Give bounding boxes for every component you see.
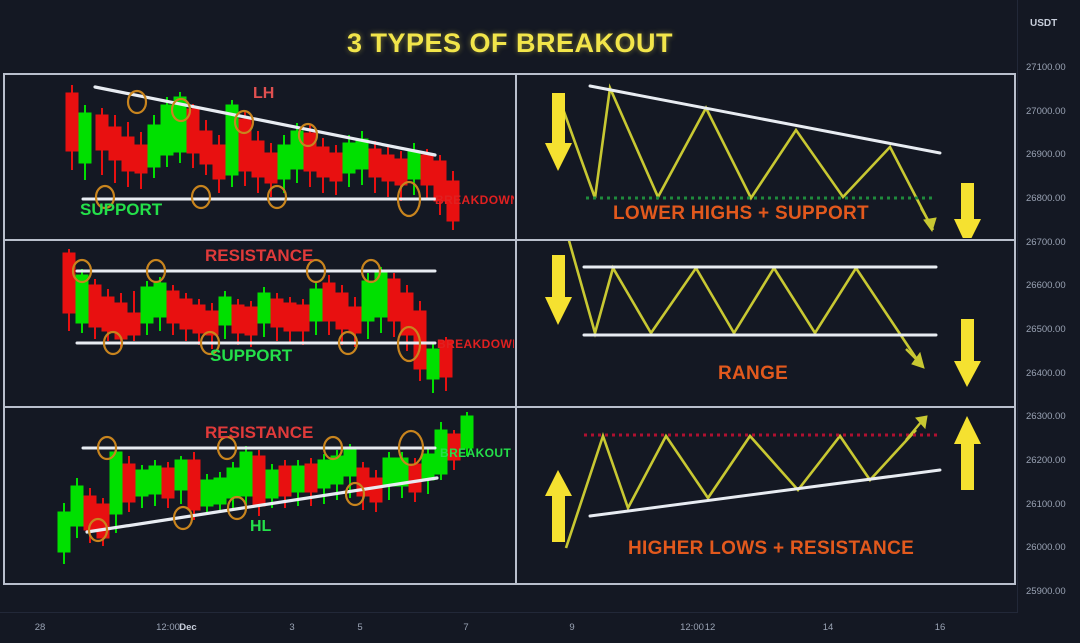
page-title: 3 TYPES OF BREAKOUT — [346, 28, 674, 58]
time-tick: 5 — [357, 622, 363, 633]
time-tick: 14 — [822, 622, 834, 633]
breakout-label: BREAKOUT — [440, 446, 512, 460]
time-tick: 12:00 — [680, 622, 704, 633]
time-axis[interactable]: 28 12:00 Dec 3 5 7 9 12:00 12 14 16 — [0, 612, 1018, 643]
price-tick: 27000.00 — [1026, 105, 1066, 117]
breakdown-arrow — [919, 207, 937, 233]
candlestick-series — [65, 85, 460, 230]
time-tick: 12:00 — [156, 622, 180, 633]
panel-caption: RANGE — [718, 363, 789, 384]
down-arrow-left — [545, 255, 572, 325]
panel-lower-highs-support-schematic: LOWER HIGHS + SUPPORT — [518, 75, 1015, 238]
price-tick: 26200.00 — [1026, 455, 1066, 466]
support-label: SUPPORT — [210, 346, 293, 365]
panel-caption: LOWER HIGHS + SUPPORT — [613, 203, 869, 224]
time-tick: 16 — [934, 622, 946, 633]
panel-caption: HIGHER LOWS + RESISTANCE — [628, 538, 915, 559]
touch-markers — [87, 429, 425, 543]
grid-vertical-divider — [515, 73, 517, 585]
price-tick: 26800.00 — [1026, 193, 1066, 204]
time-tick: 28 — [34, 622, 46, 633]
price-tick: 26700.00 — [1026, 236, 1066, 248]
panel-descending-triangle-candles: SUPPORT LH BREAKDOWN — [5, 75, 514, 238]
time-tick: 12 — [704, 622, 716, 633]
lower-high-label: LH — [253, 85, 275, 102]
resistance-label: RESISTANCE — [205, 423, 314, 442]
up-arrow-right — [954, 416, 981, 490]
price-tick: 26400.00 — [1026, 367, 1066, 379]
panel-range-candles: RESISTANCE SUPPORT BREAKDOWN — [5, 241, 514, 405]
price-tick: 26900.00 — [1026, 149, 1066, 161]
support-label: SUPPORT — [80, 200, 163, 219]
grid-horizontal-divider-1 — [3, 239, 1016, 241]
up-arrow-left — [545, 470, 572, 542]
price-zigzag — [556, 83, 935, 231]
price-axis-unit: USDT — [1030, 18, 1058, 29]
price-tick: 27100.00 — [1026, 62, 1066, 73]
panel-higher-lows-resistance-schematic: HIGHER LOWS + RESISTANCE — [518, 408, 1015, 583]
higher-low-label: HL — [250, 518, 272, 535]
time-tick: 3 — [289, 622, 295, 633]
price-axis[interactable]: USDT 27100.00 27000.00 26900.00 26800.00 267… — [1017, 0, 1080, 612]
panel-ascending-triangle-candles: RESISTANCE HL BREAKOUT — [5, 408, 514, 583]
price-tick: 26500.00 — [1026, 324, 1066, 335]
price-zigzag — [567, 241, 920, 362]
price-tick: 26300.00 — [1026, 411, 1066, 423]
breakout-arrow — [905, 415, 928, 441]
panel-grid-frame — [3, 73, 1016, 585]
breakdown-label: BREAKDOWN — [435, 193, 514, 207]
breakdown-arrow — [905, 348, 925, 369]
ascending-trendline — [588, 468, 942, 518]
touch-markers — [71, 258, 422, 363]
descending-trendline — [93, 85, 437, 157]
touch-markers — [94, 89, 422, 218]
price-tick: 26100.00 — [1026, 498, 1066, 510]
resistance-label: RESISTANCE — [205, 246, 314, 265]
time-tick: 7 — [463, 622, 469, 633]
down-arrow-right — [954, 183, 981, 238]
grid-horizontal-divider-2 — [3, 406, 1016, 408]
time-tick: Dec — [179, 622, 197, 633]
descending-trendline — [588, 84, 942, 155]
panel-range-schematic: RANGE — [518, 241, 1015, 405]
ascending-trendline — [85, 476, 439, 534]
breakdown-label: BREAKDOWN — [437, 337, 514, 351]
down-arrow-left — [545, 93, 572, 171]
price-tick: 26600.00 — [1026, 280, 1066, 292]
down-arrow-right — [954, 319, 981, 387]
price-zigzag — [564, 429, 917, 549]
price-tick: 25900.00 — [1026, 586, 1066, 597]
time-tick: 9 — [569, 622, 575, 633]
price-tick: 26000.00 — [1026, 542, 1066, 554]
